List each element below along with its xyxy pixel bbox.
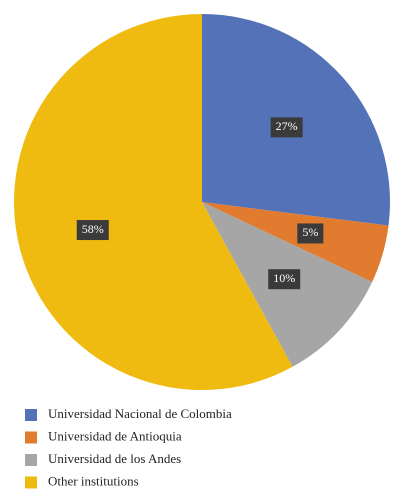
- data-label-box: [270, 117, 303, 138]
- pie-slice: [13, 14, 293, 391]
- data-label-box: [76, 220, 109, 241]
- legend-swatch: [25, 454, 37, 466]
- data-label: 58%: [82, 222, 104, 236]
- legend-label: Universidad de los Andes: [48, 451, 181, 466]
- legend-swatch: [25, 409, 37, 421]
- data-label: 10%: [273, 271, 295, 285]
- data-label: 27%: [276, 119, 298, 133]
- data-label: 5%: [302, 225, 318, 239]
- data-label-box: [268, 269, 301, 290]
- pie-slice: [202, 202, 389, 283]
- data-label-box: [297, 223, 324, 244]
- legend-label: Universidad Nacional de Colombia: [48, 406, 232, 421]
- legend-swatch: [25, 476, 37, 489]
- legend-label: Other institutions: [48, 473, 139, 488]
- legend-label: Universidad de Antioquia: [48, 428, 182, 443]
- legend-swatch: [25, 431, 37, 444]
